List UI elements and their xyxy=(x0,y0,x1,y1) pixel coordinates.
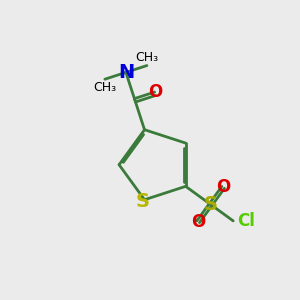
Text: O: O xyxy=(191,213,205,231)
Text: O: O xyxy=(148,83,162,101)
Text: O: O xyxy=(216,178,230,196)
Text: N: N xyxy=(118,63,134,82)
Text: S: S xyxy=(136,192,150,211)
Text: CH₃: CH₃ xyxy=(93,81,116,94)
Text: S: S xyxy=(204,195,218,214)
Text: CH₃: CH₃ xyxy=(135,51,158,64)
Text: Cl: Cl xyxy=(237,212,255,230)
